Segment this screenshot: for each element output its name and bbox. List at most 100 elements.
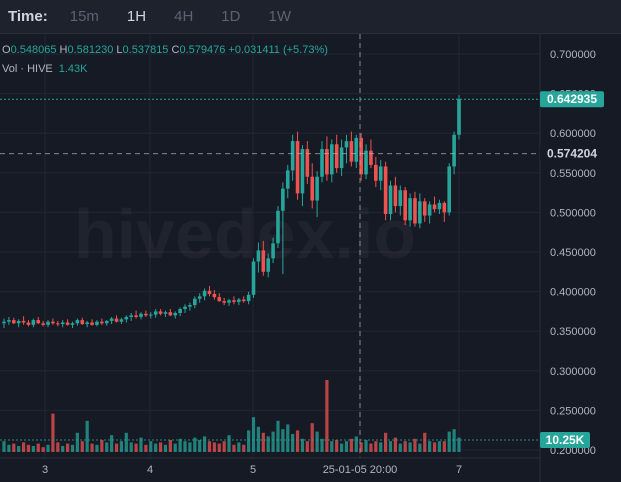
volume-bar [408,442,412,452]
high-label: H [59,44,68,56]
volume-bar [17,446,21,452]
timeframe-4h[interactable]: 4H [174,8,194,25]
volume-bar [212,442,216,452]
volume-bar [163,444,168,452]
volume-bar [144,444,148,452]
volume-bar [56,442,60,452]
volume-bar [413,438,417,452]
candle-body [408,198,412,221]
candle-body [266,258,270,272]
candle-body [80,320,85,325]
volume-bar [41,447,45,452]
candle-body [256,250,261,262]
timeframe-1h[interactable]: 1H [126,8,147,25]
candle-body [65,322,70,325]
volume-bar [85,420,89,452]
candle-body [217,297,222,302]
volume-bar [12,443,16,452]
volume-bar [261,432,265,452]
candle-body [197,296,202,299]
watermark: hivedex.io [74,195,416,273]
candle-body [104,320,109,324]
price-tick-label: 0.550000 [550,168,596,180]
volume-bar [295,430,300,452]
candle-body [193,298,197,306]
candle-body [427,204,432,216]
candle-body [85,322,89,325]
candle-body [207,290,212,294]
candle-body [349,141,354,162]
volume-bar [247,430,251,452]
candle-body [183,306,187,310]
volume-bar [344,441,349,452]
volume-bar [114,443,119,452]
candle-body [354,137,359,162]
volume-bar [291,434,295,452]
volume-bar [61,446,65,452]
volume-bar [70,444,75,452]
price-tick-label: 0.500000 [550,207,596,219]
grid-lines [0,34,540,458]
volume-bar [320,438,324,452]
volume-bar [457,437,461,452]
price-tick-label: 0.300000 [550,366,596,378]
volume-bar [119,441,124,452]
timeframe-1d[interactable]: 1D [221,8,241,25]
candle-body [329,144,334,175]
volume-bar [66,443,70,452]
candle-body [173,312,178,316]
time-tick-label: 25-01-05 20:00 [323,464,398,476]
volume-bar [95,444,99,452]
volume-bar [51,413,55,452]
volume-bar [124,432,128,452]
volume-bar [281,429,285,452]
candle-body [310,176,315,201]
candle-body [339,147,344,169]
volume-bar [154,443,158,452]
candle-body [374,164,378,181]
volume-tag: 10.25K [546,433,585,447]
candle-body [26,322,31,325]
volume-bar [7,444,11,452]
volume-bar [325,380,329,452]
candle-body [144,313,148,316]
candle-body [432,204,437,210]
volume-bar [202,436,207,452]
candle-body [46,321,50,325]
timeframe-1w[interactable]: 1W [268,8,291,25]
candle-body [344,141,349,148]
crosshair-price-tag: 0.574204 [547,147,597,161]
candle-body [188,305,192,307]
candle-body [378,166,383,181]
volume-bar [428,441,432,452]
candle-body [364,150,368,175]
volume-bar [339,443,344,452]
volume-bar [237,442,241,452]
price-tick-label: 0.250000 [550,405,596,417]
candle-body [129,315,134,317]
volume-bar [330,441,334,452]
volume-bar [139,437,143,452]
volume-bar [276,420,280,452]
candle-body [237,299,241,302]
candle-body [202,290,207,297]
volume-bar [188,442,192,452]
candle-body [325,149,329,175]
timeframe-15m[interactable]: 15m [69,8,99,25]
price-tick-label: 0.400000 [550,287,596,299]
price-axis[interactable]: 0.7000000.6500000.6000000.5500000.500000… [550,49,596,457]
time-axis[interactable]: 3 4 5 25-01-05 20:00 7 [42,464,462,476]
volume-bar [168,440,172,452]
candle-body [11,320,16,324]
volume-bar [364,440,368,452]
volume-bar [418,443,422,452]
candle-body [51,321,55,324]
close-label: C [171,44,180,56]
volume-bar [227,435,231,452]
candle-body [124,316,129,320]
candle-body [452,134,456,167]
candle-body [31,320,36,325]
candle-body [320,149,324,177]
candle-body [398,190,403,207]
